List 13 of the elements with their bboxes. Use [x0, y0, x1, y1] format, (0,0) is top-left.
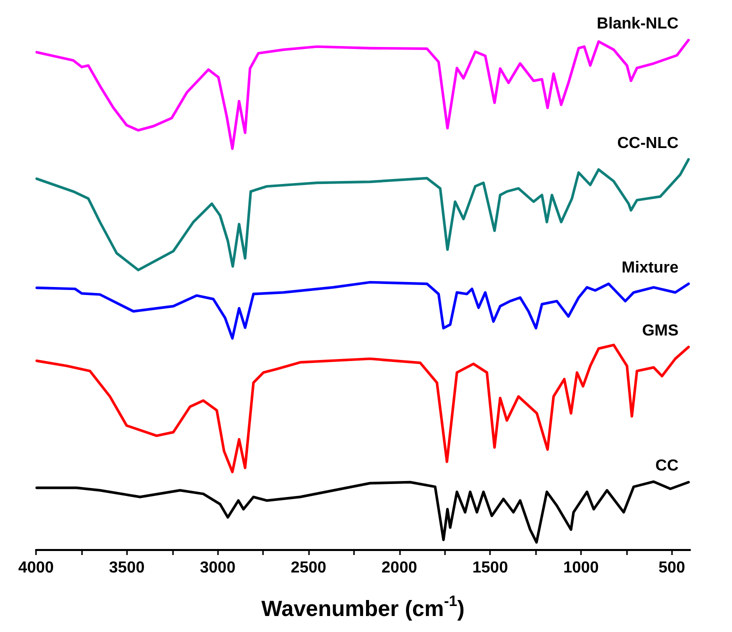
series-label: Blank-NLC: [596, 16, 679, 32]
series-label: GMS: [642, 322, 679, 340]
x-tick-label: 3500: [109, 560, 145, 576]
x-tick-label: 1000: [563, 560, 599, 576]
x-tick-label: 1500: [472, 560, 508, 576]
series-label: CC: [655, 458, 679, 475]
x-tick-label: 4000: [18, 560, 54, 576]
x-tick-label: 3000: [200, 560, 236, 576]
x-tick-label: 2500: [290, 560, 326, 576]
x-tick-label: 2000: [382, 560, 418, 576]
series-label: Mixture: [622, 259, 679, 276]
x-tick-label: 500: [658, 560, 686, 576]
series-label: CC-NLC: [617, 134, 679, 152]
